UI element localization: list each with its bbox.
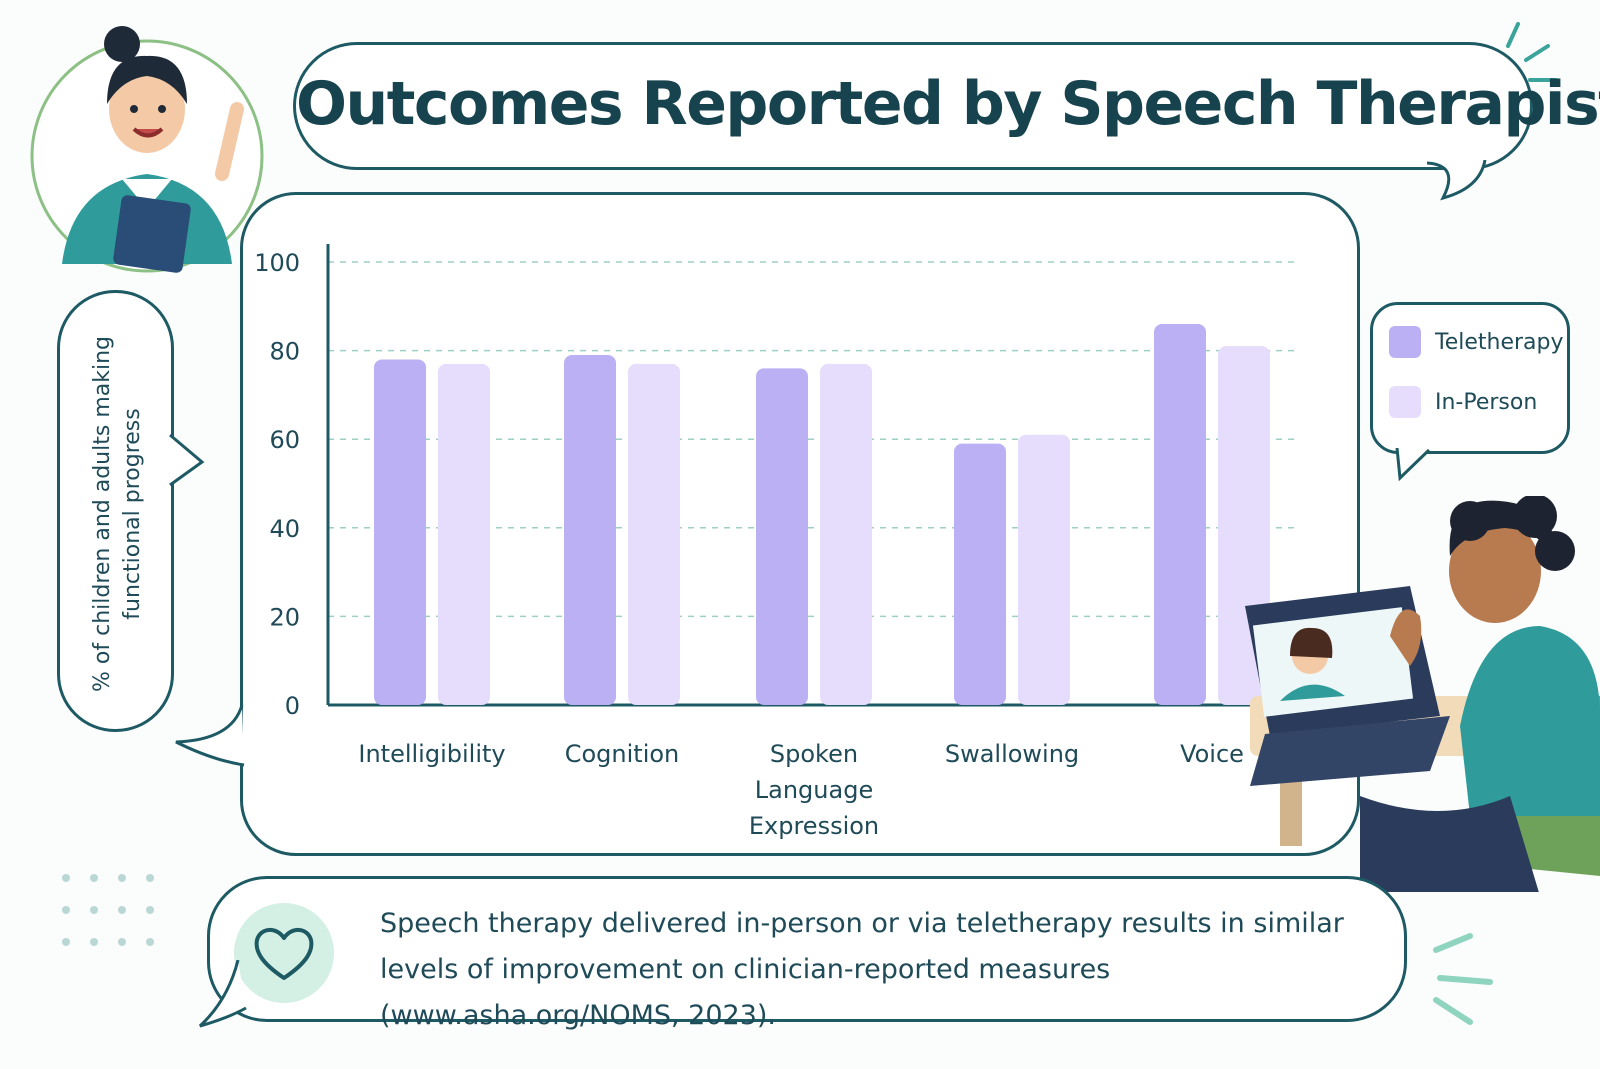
y-tick-label: 100 xyxy=(254,249,300,277)
chart-title: Outcomes Reported by Speech Therapists xyxy=(296,69,1600,139)
legend-label-in-person: In-Person xyxy=(1435,389,1538,415)
x-category-label: Spoken xyxy=(770,740,858,768)
legend-item-teletherapy: Teletherapy xyxy=(1389,325,1564,359)
x-category-label: Language xyxy=(755,776,873,804)
note-bubble-tail xyxy=(198,960,247,1028)
y-axis-bubble-tail xyxy=(169,433,205,487)
bar-teletherapy-1 xyxy=(374,359,426,705)
bar-teletherapy-5 xyxy=(1154,324,1206,705)
chart-bubble-tail xyxy=(175,704,245,767)
note-bubble: Speech therapy delivered in-person or vi… xyxy=(207,876,1407,1031)
title-bubble: Outcomes Reported by Speech Therapists xyxy=(293,42,1600,170)
x-category-label: Swallowing xyxy=(945,740,1079,768)
bar-teletherapy-3 xyxy=(756,368,808,705)
therapist-illustration xyxy=(30,26,264,273)
bar-in-person-1 xyxy=(438,363,490,705)
patient-laptop-illustration xyxy=(1245,496,1600,892)
bar-teletherapy-4 xyxy=(954,443,1006,705)
x-category-label: Cognition xyxy=(565,740,680,768)
x-category-label: Intelligibility xyxy=(358,740,505,768)
legend-label-teletherapy: Teletherapy xyxy=(1435,329,1564,355)
legend-swatch-in-person xyxy=(1389,386,1421,418)
title-bubble-tail xyxy=(1426,160,1487,201)
legend: Teletherapy In-Person xyxy=(1370,302,1570,454)
heart-icon-circle xyxy=(234,903,334,1003)
note-text: Speech therapy delivered in-person or vi… xyxy=(380,908,1344,1031)
y-tick-label: 0 xyxy=(285,692,300,720)
y-tick-label: 40 xyxy=(269,515,300,543)
legend-item-in-person: In-Person xyxy=(1389,385,1537,419)
y-tick-label: 60 xyxy=(269,426,300,454)
bar-teletherapy-2 xyxy=(564,355,616,705)
sparkle-icon-bottom xyxy=(1433,933,1493,1025)
bar-in-person-4 xyxy=(1018,434,1070,705)
y-tick-label: 20 xyxy=(269,603,300,631)
x-category-label: Voice xyxy=(1180,740,1244,768)
bar-in-person-2 xyxy=(628,363,680,705)
y-axis-label-bubble: % of children and adults making function… xyxy=(57,290,174,732)
x-category-label: Expression xyxy=(749,812,879,840)
bar-in-person-3 xyxy=(820,363,872,705)
sparkle-icon xyxy=(1506,22,1558,82)
heart-icon xyxy=(254,928,314,980)
legend-swatch-teletherapy xyxy=(1389,326,1421,358)
legend-bubble-tail xyxy=(1395,448,1431,482)
y-tick-label: 80 xyxy=(269,338,300,366)
